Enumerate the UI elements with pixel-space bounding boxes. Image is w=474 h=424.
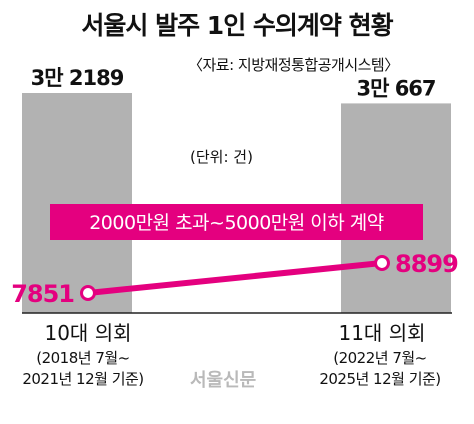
category-label-1: 10대 의회 <box>44 321 131 345</box>
line-value-label-1: 7851 <box>11 280 74 308</box>
category-labels-layer: 10대 의회 11대 의회 <box>44 321 425 345</box>
legend-banner-text: 2000만원 초과~5000만원 이하 계약 <box>89 212 384 234</box>
line-value-label-2: 8899 <box>395 250 458 278</box>
unit-label: (단위: 건) <box>190 148 253 166</box>
legend-banner-box <box>50 204 423 240</box>
series-line <box>85 260 385 296</box>
period-1: (2018년 7월~ 2021년 12월 기준) <box>8 348 158 390</box>
period-2: (2022년 7월~ 2025년 12월 기준) <box>290 348 470 390</box>
category-label-2: 11대 의회 <box>338 321 425 345</box>
bar-value-label-2: 3만 667 <box>356 76 435 100</box>
line-layer: 7851 8899 <box>11 250 459 308</box>
legend-banner: 2000만원 초과~5000만원 이하 계약 <box>50 204 423 240</box>
period-1-line-1: (2018년 7월~ <box>36 349 130 367</box>
bar-value-label-1: 3만 2189 <box>31 66 124 90</box>
period-2-line-2: 2025년 12월 기준) <box>319 370 441 388</box>
line-point-1 <box>80 285 96 301</box>
period-1-line-2: 2021년 12월 기준) <box>22 370 144 388</box>
period-2-line-1: (2022년 7월~ <box>333 349 427 367</box>
watermark-logo: 서울신문 <box>190 370 257 391</box>
bar-1 <box>22 93 132 313</box>
chart-title: 서울시 발주 1인 수의계약 현황 <box>81 11 393 40</box>
source-note: 〈자료: 지방재정통합공개시스템〉 <box>188 56 399 74</box>
bar-labels-layer: 3만 2189 3만 667 <box>31 66 437 100</box>
line-point-2 <box>374 255 390 271</box>
